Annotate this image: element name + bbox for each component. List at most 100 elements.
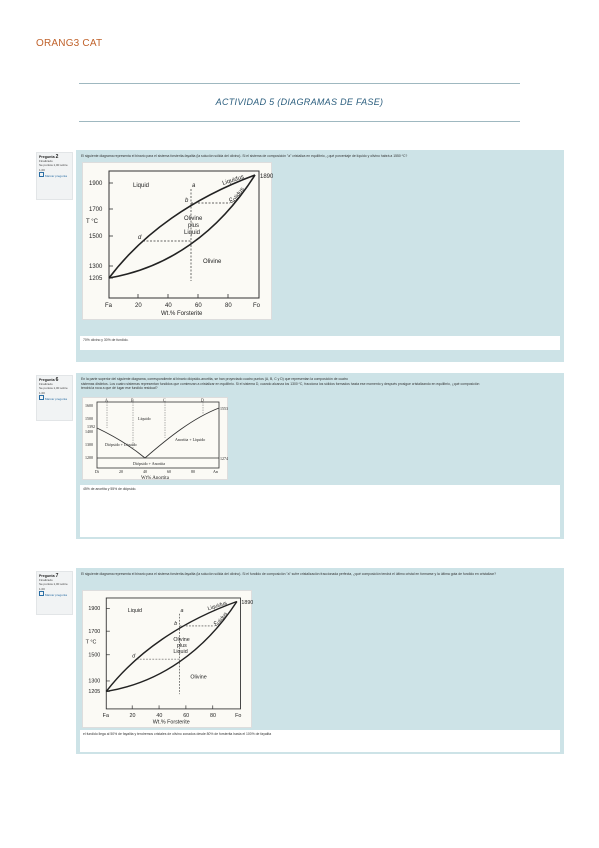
y-tick: 1200 [85, 455, 93, 460]
title-rule-bottom [79, 121, 520, 122]
liquidus-label: Liquidus [222, 174, 245, 187]
x-tick: Fo [235, 713, 241, 719]
y-axis-label: T °C [86, 219, 99, 225]
point-label: d [132, 653, 136, 659]
region-olivine-plus-liquid: Liquid [173, 649, 187, 655]
flag-question-button[interactable]: Marcar pregunta [39, 591, 70, 597]
region-an-liq: Anortita + Líquido [175, 437, 205, 442]
y-tick: 1300 [89, 264, 103, 270]
y-tick: 1900 [89, 181, 103, 187]
x-axis-label: Wt.% Forsterite [161, 311, 203, 317]
question-number: Pregunta 6 [39, 377, 59, 383]
right-temp-label: 1890 [260, 174, 273, 180]
y-tick: 1400 [85, 429, 93, 434]
answer-field[interactable]: el fundido llega al 50% de fayalita y te… [80, 730, 560, 752]
point-label: B [131, 398, 134, 403]
fo-fa-phase-diagram: 1900 1700 1500 1300 1205 T °C Fa 20 40 6… [82, 162, 273, 320]
y-tick: 1600 [85, 403, 93, 408]
y-tick: 1500 [85, 416, 93, 421]
x-tick: 40 [156, 713, 162, 719]
right-temp-label: 1890 [241, 600, 253, 606]
answer-field[interactable]: 45% de anortita y 55% de diópsido. [80, 485, 560, 537]
site-brand[interactable]: ORANG3 CAT [36, 38, 103, 49]
x-tick: 40 [143, 469, 147, 474]
x-tick: Fa [105, 303, 113, 309]
di-an-phase-diagram: 1600 1500 1400 1300 1200 1392 1553 1274 … [82, 397, 228, 481]
region-liquid: Liquid [128, 608, 142, 614]
eutectic-temp-label: 1274 [220, 456, 228, 461]
y-tick: 1900 [88, 606, 100, 612]
question-card-2: El siguiente diagrama representa el bina… [76, 150, 564, 362]
question-text: En la parte superior del siguiente diagr… [81, 377, 480, 391]
x-tick: 80 [225, 303, 232, 309]
flag-question-button[interactable]: Marcar pregunta [39, 395, 70, 401]
x-axis-label: Wt% Anortita [141, 476, 170, 481]
question-number: Pregunta 7 [39, 573, 59, 579]
region-liquid: Liquid [133, 183, 149, 189]
point-label: c [229, 197, 232, 203]
x-tick: 80 [210, 713, 216, 719]
x-tick: Fo [253, 303, 261, 309]
y-tick: 1700 [89, 207, 103, 213]
region-olivine-plus-liquid: plus [177, 643, 187, 649]
question-score: Se puntúa 1,00 sobre 1,00 [39, 163, 68, 172]
region-di-liq: Diópsido + Líquido [105, 442, 137, 447]
right-temp-label: 1553 [220, 406, 228, 411]
point-label: C [163, 398, 166, 403]
point-label: b [185, 198, 189, 204]
x-tick: 60 [183, 713, 189, 719]
point-label: d [138, 235, 142, 241]
x-tick: 40 [165, 303, 172, 309]
region-olivine: Olivine [203, 259, 222, 265]
region-liquid: Líquido [138, 416, 151, 421]
x-tick: 20 [135, 303, 142, 309]
x-tick: Fa [103, 713, 109, 719]
question-text: El siguiente diagrama representa el bina… [81, 572, 496, 576]
y-tick: 1300 [85, 442, 93, 447]
question-status: Finalizado [39, 382, 53, 387]
flag-question-button[interactable]: Marcar pregunta [39, 172, 70, 178]
point-label: A [105, 398, 108, 403]
answer-field[interactable]: 70% olivino y 30% de fundido. [80, 336, 560, 350]
question-score: Se puntúa 1,00 sobre 1,00 [39, 582, 68, 591]
question-score: Se puntúa 1,00 sobre 1,00 [39, 386, 68, 395]
question-card-6: En la parte superior del siguiente diagr… [76, 373, 564, 539]
question-status: Finalizado [39, 578, 53, 583]
y-tick: 1700 [88, 629, 100, 635]
page-title: ACTIVIDAD 5 (DIAGRAMAS DE FASE) [215, 97, 384, 107]
point-label: b [174, 621, 177, 627]
question-card-7: El siguiente diagrama representa el bina… [76, 568, 564, 754]
region-olivine: Olivine [190, 674, 206, 680]
question-text: El siguiente diagrama representa el bina… [81, 154, 408, 158]
region-olivine-plus-liquid: Liquid [184, 230, 200, 236]
y-tick: 1205 [88, 689, 100, 695]
y-axis-label: T °C [86, 639, 97, 645]
left-temp-label: 1392 [87, 424, 95, 429]
region-olivine-plus-liquid: Olivine [184, 216, 203, 222]
point-label: a [192, 183, 196, 189]
fo-fa-phase-diagram: 1900 1700 1500 1300 1205 T °C Fa 20 40 6… [82, 590, 253, 728]
title-rule-top [79, 83, 520, 84]
y-tick: 1500 [89, 234, 103, 240]
x-tick: An [213, 469, 218, 474]
question-info-6: Pregunta 6 Finalizado Se puntúa 1,00 sob… [36, 375, 73, 421]
x-tick: 20 [130, 713, 136, 719]
region-olivine-plus-liquid: Olivine [173, 637, 189, 643]
x-tick: Di [95, 469, 100, 474]
x-tick: 80 [191, 469, 195, 474]
point-label: D [201, 398, 204, 403]
question-info-7: Pregunta 7 Finalizado Se puntúa 1,00 sob… [36, 571, 73, 615]
x-tick: 60 [167, 469, 171, 474]
question-status: Finalizado [39, 159, 53, 164]
liquidus-label: Liquidus [207, 600, 228, 612]
region-olivine-plus-liquid: plus [188, 223, 199, 229]
y-tick: 1300 [88, 679, 100, 685]
question-number: Pregunta 2 [39, 154, 59, 160]
point-label: a [181, 608, 184, 614]
solidus-label: Solidus [230, 187, 246, 207]
x-tick: 20 [119, 469, 123, 474]
x-axis-label: Wt.% Forsterite [153, 720, 190, 726]
x-tick: 60 [195, 303, 202, 309]
y-tick: 1205 [89, 276, 103, 282]
y-tick: 1500 [88, 653, 100, 659]
